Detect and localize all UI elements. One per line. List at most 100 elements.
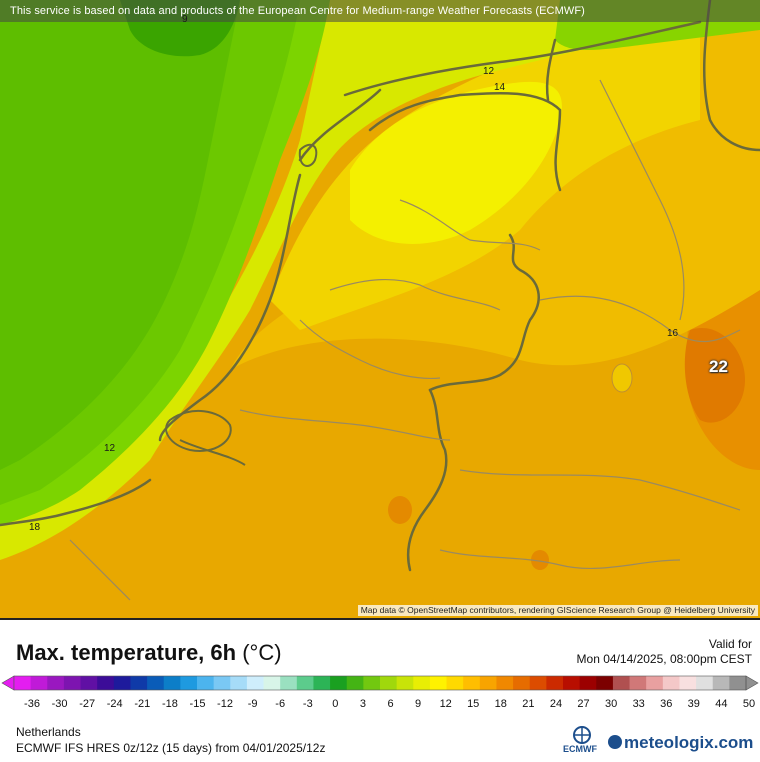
colorbar-tick-label: 24 <box>549 698 563 710</box>
ecmwf-attribution: This service is based on data and produc… <box>0 0 760 22</box>
colorbar-segment <box>612 676 631 690</box>
colorbar-segment <box>629 676 647 690</box>
colorbar-ticks: -36 -30 -27 -24 -21 -18 -15 -12 -9 -6 -3 0 3 6 9 12 15 18… <box>0 698 760 712</box>
map-canvas <box>0 0 760 601</box>
colorbar-segment <box>296 676 314 690</box>
colorbar-tick-label: -24 <box>106 698 123 710</box>
colorbar-tick-label: -9 <box>247 698 258 710</box>
max-temperature-label: 22 <box>709 357 728 376</box>
contour-label: 18 <box>29 522 41 533</box>
title-text: Max. temperature, 6h <box>16 640 237 665</box>
colorbar-segment <box>80 676 98 690</box>
contour-label: 14 <box>494 82 506 93</box>
colorbar-segment <box>696 676 714 690</box>
colorbar-tick-label: -15 <box>189 698 206 710</box>
contour-label: 12 <box>104 443 116 454</box>
contour-label: 9 <box>182 14 188 25</box>
ecmwf-logo-icon[interactable] <box>560 724 604 758</box>
region-label: Netherlands <box>16 725 81 739</box>
colorbar-tick-label: -21 <box>134 698 151 710</box>
colorbar-tick-label: 18 <box>494 698 507 710</box>
colorbar-segment <box>363 676 381 690</box>
colorbar-segment <box>479 676 497 690</box>
ecmwf-logo-text: ECMWF <box>563 744 597 754</box>
colorbar-right-arrow <box>745 675 759 691</box>
colorbar-segment <box>230 676 248 690</box>
colorbar-segment <box>596 676 614 690</box>
colorbar-segment <box>113 676 131 690</box>
temperature-colorbar <box>1 675 759 691</box>
colorbar-segment <box>280 676 298 690</box>
colorbar-segment <box>163 676 181 690</box>
meteologix-logo-icon <box>608 735 622 749</box>
colorbar-segment <box>313 676 331 690</box>
chart-title: Max. temperature, 6h (°C) <box>16 640 282 666</box>
colorbar-tick-label: 15 <box>467 698 480 710</box>
colorbar-segment <box>396 676 414 690</box>
colorbar-segment <box>263 676 281 690</box>
contour-label: 16 <box>667 328 679 339</box>
colorbar-segment <box>147 676 165 690</box>
contour-label: 12 <box>483 66 495 77</box>
colorbar-segment <box>130 676 148 690</box>
colorbar-segment <box>246 676 265 690</box>
colorbar-segment <box>429 676 448 690</box>
meteologix-brand-link[interactable]: meteologix.com <box>608 733 753 753</box>
colorbar-tick-label: 3 <box>359 698 366 710</box>
colorbar-segment <box>729 676 747 690</box>
brand-text: meteologix.com <box>624 733 754 752</box>
colorbar-segment <box>563 676 581 690</box>
colorbar-tick-label: 0 <box>332 698 339 710</box>
colorbar-segment <box>30 676 48 690</box>
colorbar-segment <box>213 676 231 690</box>
map-data-attribution[interactable]: Map data © OpenStreetMap contributors, r… <box>357 605 758 616</box>
colorbar-tick-label: -18 <box>161 698 178 710</box>
colorbar-segment <box>47 676 65 690</box>
colorbar-segment <box>712 676 730 690</box>
colorbar-segment <box>180 676 198 690</box>
colorbar-tick-label: -12 <box>217 698 233 710</box>
colorbar-segment <box>380 676 398 690</box>
colorbar-tick-label: 27 <box>577 698 590 710</box>
colorbar-segment <box>513 676 531 690</box>
unit-label: (°C) <box>242 640 282 665</box>
temperature-map[interactable]: This service is based on data and produc… <box>0 0 760 618</box>
colorbar-segment <box>662 676 680 690</box>
colorbar-segment <box>646 676 664 690</box>
colorbar-tick-label: 36 <box>660 698 673 710</box>
colorbar-segment <box>330 676 348 690</box>
colorbar-segment <box>529 676 547 690</box>
colorbar-tick-label: -27 <box>79 698 96 710</box>
colorbar-segment <box>14 676 32 690</box>
colorbar-segment <box>63 676 82 690</box>
colorbar-tick-label: 9 <box>415 698 422 710</box>
colorbar-segment <box>579 676 597 690</box>
valid-for-label: Valid for <box>708 637 752 651</box>
colorbar-segment <box>97 676 115 690</box>
colorbar-tick-label: 6 <box>387 698 394 710</box>
colorbar-tick-label: 50 <box>742 698 756 710</box>
colorbar-tick-label: -30 <box>51 698 68 710</box>
colorbar-tick-label: 21 <box>522 698 535 710</box>
colorbar-segment <box>446 676 464 690</box>
colorbar-tick-label: -6 <box>275 698 286 710</box>
colorbar-segment <box>546 676 564 690</box>
colorbar-segment <box>679 676 697 690</box>
colorbar-tick-label: 12 <box>439 698 452 710</box>
colorbar-left-arrow <box>1 675 15 691</box>
colorbar-segment <box>496 676 514 690</box>
legend-panel: Max. temperature, 6h (°C) Valid for Mon … <box>0 618 760 762</box>
colorbar-tick-label: 30 <box>604 698 618 710</box>
colorbar-tick-label: 33 <box>632 698 645 710</box>
colorbar-segment <box>197 676 215 690</box>
colorbar-segment <box>463 676 481 690</box>
colorbar-outline <box>13 675 747 691</box>
valid-time: Mon 04/14/2025, 08:00pm CEST <box>576 652 752 666</box>
colorbar-tick-label: 39 <box>687 698 700 710</box>
colorbar-tick-label: -36 <box>24 698 40 710</box>
colorbar-tick-label: -3 <box>302 698 313 710</box>
colorbar-segment <box>413 676 431 690</box>
colorbar-tick-label: 44 <box>715 698 728 710</box>
model-run-info: ECMWF IFS HRES 0z/12z (15 days) from 04/… <box>16 741 326 755</box>
colorbar-segment <box>346 676 364 690</box>
